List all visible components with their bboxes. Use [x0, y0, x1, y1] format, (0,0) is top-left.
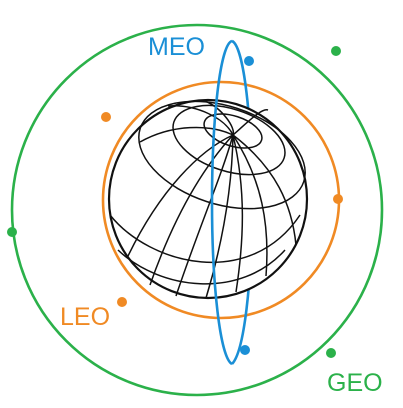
leo-satellite-dot: [101, 112, 111, 122]
earth-globe: [107, 98, 309, 300]
meo-satellite-dot: [240, 345, 250, 355]
leo-satellite-dot: [333, 194, 343, 204]
meo-label: MEO: [148, 33, 205, 61]
meo-orbit-front-arc: [210, 39, 233, 366]
meo-orbit-front: [210, 39, 233, 366]
leo-label: LEO: [60, 303, 110, 331]
geo-label: GEO: [327, 369, 383, 397]
geo-satellite-dot: [326, 348, 336, 358]
leo-satellite-dot: [117, 297, 127, 307]
globe-meridians: [127, 100, 297, 299]
geo-orbit-ring: [10, 23, 384, 397]
meo-satellite-dot: [244, 56, 254, 66]
globe-parallels: [109, 100, 306, 285]
geo-satellite-dot: [7, 227, 17, 237]
leo-satellites: [101, 112, 343, 307]
geo-satellites: [7, 46, 341, 358]
geo-orbit: [10, 23, 384, 397]
globe-outline: [107, 98, 309, 300]
geo-satellite-dot: [331, 46, 341, 56]
meo-satellites: [240, 56, 254, 355]
